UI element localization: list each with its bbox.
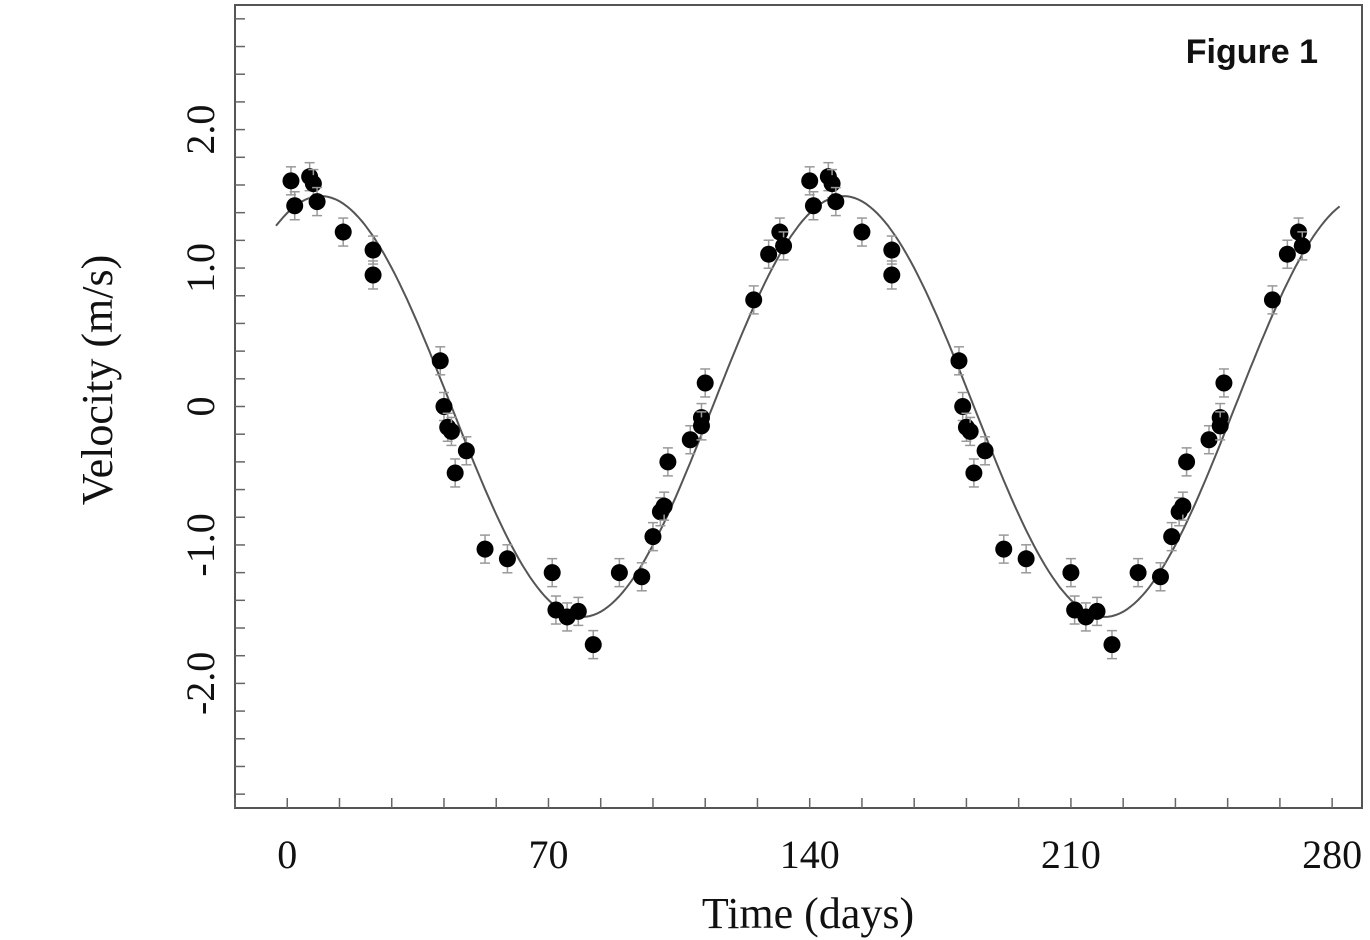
data-point [995,540,1013,558]
data-point [954,398,972,415]
data-point [1151,568,1169,586]
data-point [610,564,628,582]
data-point [308,193,326,211]
x-tick-label: 280 [1302,832,1362,877]
data-point [442,422,460,440]
data-point [633,568,651,586]
x-tick-label: 70 [528,832,568,877]
figure-title: Figure 1 [1186,33,1318,71]
data-point [364,266,382,284]
data-point [476,540,494,558]
data-point [498,550,516,568]
data-point [431,352,449,370]
data-point [1174,497,1192,515]
data-point [1293,237,1311,255]
data-point [965,464,983,482]
data-point [446,464,464,482]
y-tick-label: 1.0 [178,243,223,293]
data-point [364,241,382,259]
data-point [827,193,845,211]
data-point [775,237,793,255]
data-points [282,161,1311,660]
data-point [334,223,352,241]
data-point [801,172,819,190]
data-point [659,453,677,471]
data-point [804,197,822,215]
data-point [644,528,662,546]
data-point [696,374,714,392]
data-point [1263,291,1281,309]
x-axis-title: Time (days) [702,889,914,938]
x-tick-labels: 0 70 140 210 280 [277,832,1362,877]
data-point [1215,374,1233,392]
data-point [681,431,699,449]
y-tick-label: 0 [178,397,223,417]
data-point [543,564,561,582]
data-point [853,223,871,241]
data-point [976,442,994,460]
data-point [883,266,901,284]
data-point [569,602,587,620]
data-point [435,398,453,415]
data-point [961,422,979,440]
data-point [1103,636,1121,654]
data-point [1088,602,1106,620]
x-tick-label: 140 [780,832,840,877]
data-point [655,497,673,515]
y-tick-labels: -2.0 -1.0 0 1.0 2.0 [178,105,223,715]
data-point [1278,245,1296,263]
y-tick-label: -1.0 [178,513,223,576]
plot-frame [234,4,1363,809]
y-tick-label: 2.0 [178,105,223,155]
x-tick-label: 0 [277,832,297,877]
data-point [1200,431,1218,449]
data-point [282,172,300,190]
data-point [1062,564,1080,582]
data-point [1017,550,1035,568]
y-tick-label: -2.0 [178,652,223,715]
data-point [304,175,322,193]
data-point [1211,417,1229,435]
data-point [457,442,475,460]
data-point [745,291,763,309]
data-point [760,245,778,263]
data-point [883,241,901,259]
fit-curve [275,195,1341,618]
data-point [286,197,304,215]
y-axis-title: Velocity (m/s) [73,255,122,506]
data-point [692,417,710,435]
data-point [1178,453,1196,471]
data-point [950,352,968,370]
data-point [584,636,602,654]
data-point [1163,528,1181,546]
minor-ticks [234,18,1333,808]
x-tick-label: 210 [1041,832,1101,877]
data-point [823,175,841,193]
data-point [1129,564,1147,582]
